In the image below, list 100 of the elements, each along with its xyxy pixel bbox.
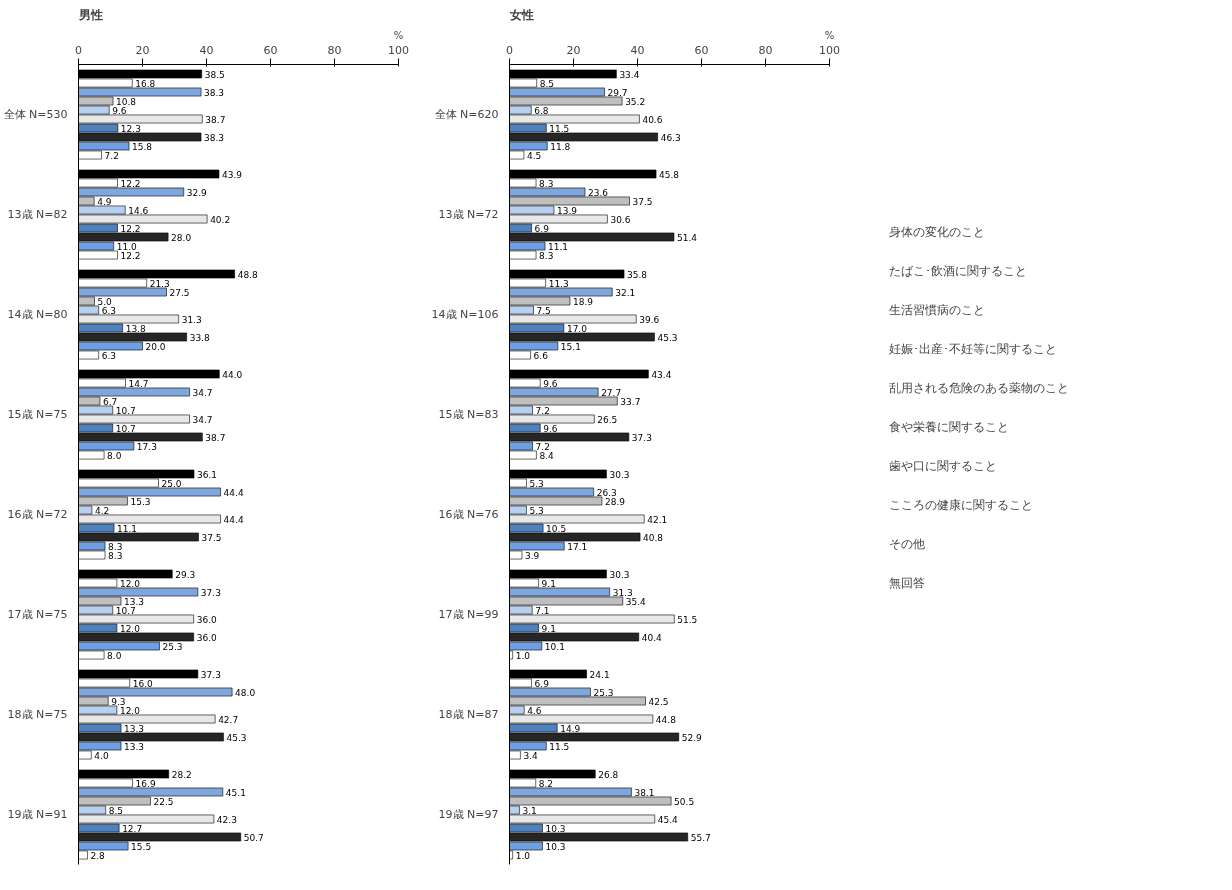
chart-title: 男性 [77, 7, 103, 22]
data-label: 30.3 [609, 469, 630, 480]
data-label: 38.7 [205, 114, 226, 125]
x-tick-label: 100 [819, 43, 840, 57]
data-label: 14.9 [560, 723, 581, 734]
text: こころの健康に関すること [889, 496, 1033, 514]
y-tick-label: 19歳 N=97 [438, 808, 499, 821]
data-label: 16.8 [135, 78, 156, 89]
data-label: 10.8 [116, 96, 137, 107]
data-label: 8.3 [539, 178, 554, 189]
data-label: 3.4 [523, 750, 538, 761]
data-label: 45.3 [226, 732, 247, 743]
data-label: 11.3 [548, 278, 569, 289]
data-label: 6.3 [101, 305, 116, 316]
data-label: 11.5 [549, 741, 570, 752]
text: たばこ･飲酒に関すること [889, 262, 1027, 280]
data-label: 8.5 [108, 805, 124, 816]
data-label: 30.3 [609, 569, 630, 580]
data-label: 36.0 [196, 632, 218, 643]
x-tick-label: 40 [199, 43, 214, 57]
data-label: 43.4 [651, 369, 672, 380]
x-tick-label: 40 [630, 43, 645, 57]
data-label: 15.3 [130, 496, 151, 507]
data-label: 9.6 [112, 105, 127, 116]
x-tick-label: 80 [758, 43, 773, 57]
data-label: 25.0 [161, 478, 182, 489]
data-label: 38.3 [204, 132, 225, 143]
data-label: 44.8 [655, 714, 677, 725]
y-tick-label: 14歳 N=80 [7, 308, 68, 321]
data-label: 15.5 [131, 841, 152, 852]
text: 食や栄養に関すること [889, 418, 1009, 436]
data-label: 39.6 [639, 314, 660, 325]
data-label: 5.0 [97, 296, 113, 307]
data-label: 8.0 [107, 450, 122, 461]
data-label: 4.6 [527, 705, 542, 716]
data-label: 12.2 [120, 250, 141, 261]
data-label: 6.3 [101, 350, 116, 361]
data-label: 10.7 [115, 423, 136, 434]
data-label: 26.5 [597, 414, 618, 425]
data-label: 12.0 [119, 705, 141, 716]
x-tick-label: 60 [263, 43, 278, 57]
data-label: 35.8 [627, 269, 648, 280]
data-label: 27.5 [169, 287, 190, 298]
data-label: 20.0 [145, 341, 166, 352]
data-label: 38.7 [205, 432, 226, 443]
data-label: 36.0 [196, 614, 218, 625]
data-label: 5.3 [529, 478, 544, 489]
data-label: 51.5 [677, 614, 698, 625]
data-label: 25.3 [162, 641, 183, 652]
x-tick-label: 80 [327, 43, 342, 57]
y-tick-label: 全体 N=530 [3, 108, 68, 121]
data-label: 26.8 [598, 769, 619, 780]
data-label: 9.3 [111, 696, 126, 707]
data-label: 13.3 [124, 596, 145, 607]
data-label: 16.0 [132, 678, 154, 689]
text: 無回答 [889, 574, 925, 592]
data-label: 12.2 [120, 223, 141, 234]
data-label: 34.7 [192, 414, 213, 425]
data-label: 12.3 [120, 123, 141, 134]
x-tick-label: 0 [75, 43, 82, 57]
data-label: 11.1 [548, 241, 569, 252]
data-label: 12.7 [122, 823, 143, 834]
data-label: 44.4 [223, 487, 244, 498]
data-label: 6.8 [534, 105, 549, 116]
x-axis-title: % [824, 29, 835, 41]
data-label: 32.9 [186, 187, 208, 198]
data-label: 29.3 [175, 569, 196, 580]
x-axis-title: % [393, 29, 404, 41]
data-label: 2.8 [90, 850, 106, 861]
data-label: 29.7 [607, 87, 628, 98]
data-label: 10.7 [115, 405, 136, 416]
data-label: 42.7 [218, 714, 239, 725]
data-label: 14.7 [128, 378, 149, 389]
data-label: 9.6 [543, 423, 558, 434]
data-label: 3.1 [522, 805, 537, 816]
data-label: 8.3 [539, 250, 554, 261]
data-label: 10.7 [115, 605, 136, 616]
data-label: 17.0 [566, 323, 588, 334]
data-label: 9.1 [541, 623, 556, 634]
data-label: 8.0 [107, 650, 122, 661]
data-label: 37.3 [631, 432, 652, 443]
data-label: 33.7 [620, 396, 641, 407]
data-label: 10.3 [545, 841, 566, 852]
data-label: 31.3 [181, 314, 202, 325]
data-label: 11.1 [117, 523, 138, 534]
data-label: 12.2 [120, 178, 141, 189]
data-label: 10.3 [545, 823, 566, 834]
data-label: 34.7 [192, 387, 213, 398]
data-label: 16.9 [135, 778, 156, 789]
data-label: 50.7 [243, 832, 264, 843]
data-label: 40.4 [641, 632, 663, 643]
data-label: 22.5 [153, 796, 174, 807]
data-label: 6.9 [534, 678, 550, 689]
data-label: 6.7 [102, 396, 118, 407]
data-label: 28.2 [171, 769, 192, 780]
data-label: 18.9 [572, 296, 594, 307]
data-label: 8.3 [108, 541, 123, 552]
data-label: 11.5 [549, 123, 570, 134]
data-label: 13.3 [124, 723, 145, 734]
text: 妊娠･出産･不妊等に関すること [889, 340, 1057, 358]
